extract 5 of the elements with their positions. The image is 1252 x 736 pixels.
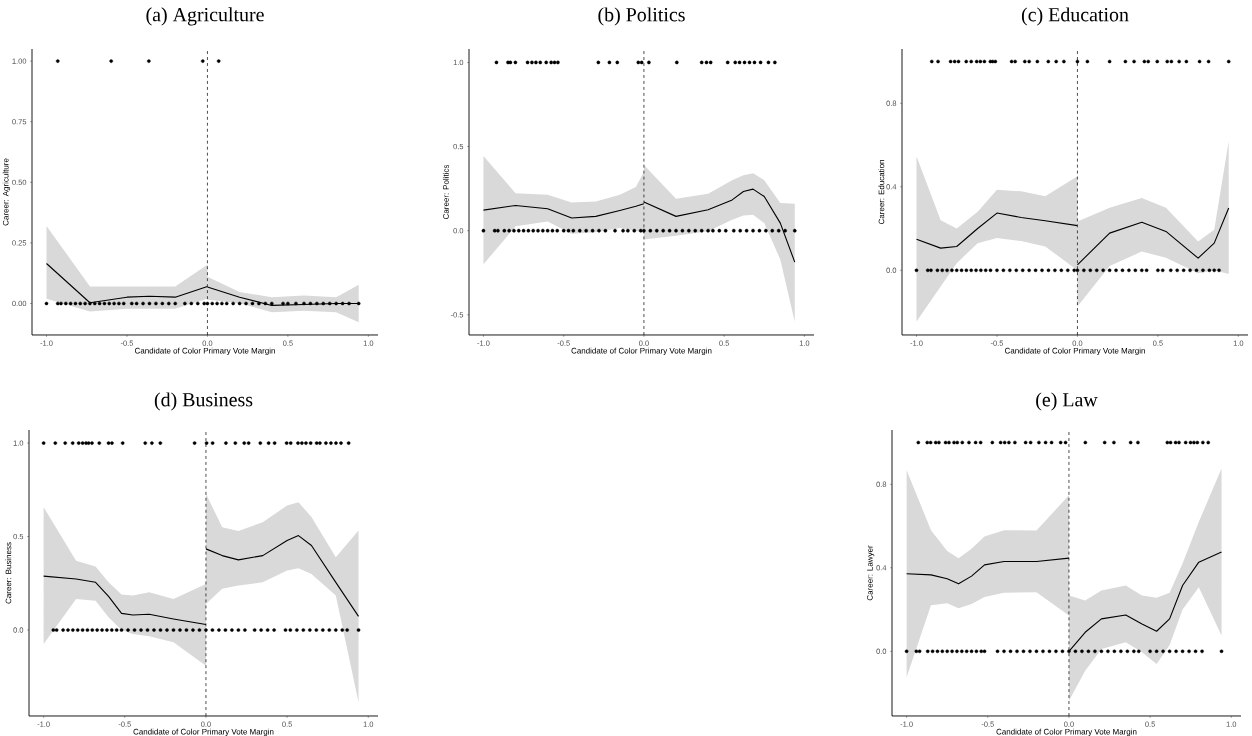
chart-title: (c) Education	[1021, 7, 1129, 26]
chart-title: (b) Politics	[598, 7, 685, 26]
chart-title: (a) Agriculture	[146, 7, 264, 26]
chart-title: (d) Business	[154, 392, 253, 411]
chart-title: (e) Law	[1036, 392, 1098, 411]
